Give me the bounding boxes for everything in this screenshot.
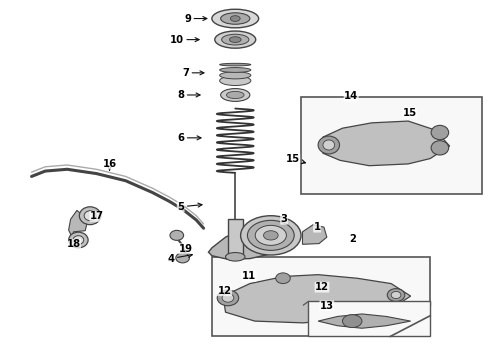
Ellipse shape <box>212 9 259 28</box>
Ellipse shape <box>220 76 251 86</box>
Bar <box>308 301 430 337</box>
Polygon shape <box>318 314 411 328</box>
Ellipse shape <box>431 125 449 140</box>
Ellipse shape <box>276 273 290 284</box>
Ellipse shape <box>220 13 250 24</box>
Ellipse shape <box>215 31 256 48</box>
Text: 16: 16 <box>102 159 117 170</box>
Ellipse shape <box>323 140 335 150</box>
Text: 1: 1 <box>314 222 320 232</box>
Ellipse shape <box>391 292 401 298</box>
Ellipse shape <box>255 225 287 246</box>
Text: 4: 4 <box>168 253 192 264</box>
Ellipse shape <box>318 136 340 154</box>
Text: 19: 19 <box>178 244 193 253</box>
Text: 10: 10 <box>170 35 199 45</box>
Text: 3: 3 <box>281 214 288 224</box>
Text: 7: 7 <box>182 68 204 78</box>
Ellipse shape <box>220 63 251 66</box>
Text: 11: 11 <box>242 271 256 282</box>
Polygon shape <box>208 220 297 259</box>
Text: 18: 18 <box>67 239 80 249</box>
Bar <box>228 219 243 257</box>
Ellipse shape <box>226 91 244 99</box>
Bar <box>212 257 430 337</box>
Text: 15: 15 <box>403 108 416 118</box>
Ellipse shape <box>225 252 245 261</box>
Text: 14: 14 <box>344 91 358 101</box>
Ellipse shape <box>220 68 251 72</box>
Ellipse shape <box>343 315 362 328</box>
Ellipse shape <box>170 230 184 240</box>
Ellipse shape <box>217 290 239 306</box>
Ellipse shape <box>79 207 101 225</box>
Ellipse shape <box>176 253 190 263</box>
Ellipse shape <box>229 37 241 42</box>
Text: 2: 2 <box>349 234 356 244</box>
Ellipse shape <box>84 211 96 221</box>
Text: 12: 12 <box>218 286 232 296</box>
Ellipse shape <box>221 34 249 45</box>
Text: 15: 15 <box>286 154 305 164</box>
Ellipse shape <box>241 216 301 255</box>
Ellipse shape <box>220 72 251 79</box>
Ellipse shape <box>230 16 240 21</box>
Polygon shape <box>323 121 450 166</box>
Text: 6: 6 <box>177 133 201 143</box>
Text: 12: 12 <box>315 282 329 292</box>
Polygon shape <box>223 275 411 323</box>
Ellipse shape <box>247 220 294 250</box>
Polygon shape <box>391 317 430 337</box>
Ellipse shape <box>69 232 88 248</box>
Ellipse shape <box>431 141 449 155</box>
Text: 13: 13 <box>320 301 334 311</box>
Polygon shape <box>302 225 327 244</box>
Ellipse shape <box>220 89 250 102</box>
Polygon shape <box>69 210 87 237</box>
Text: 9: 9 <box>184 14 207 23</box>
Text: 8: 8 <box>177 90 200 100</box>
Text: 17: 17 <box>90 211 104 221</box>
Ellipse shape <box>264 231 278 240</box>
Bar <box>301 97 482 194</box>
Ellipse shape <box>73 236 84 244</box>
Text: 5: 5 <box>177 202 202 212</box>
Ellipse shape <box>222 294 234 302</box>
Ellipse shape <box>387 289 405 301</box>
